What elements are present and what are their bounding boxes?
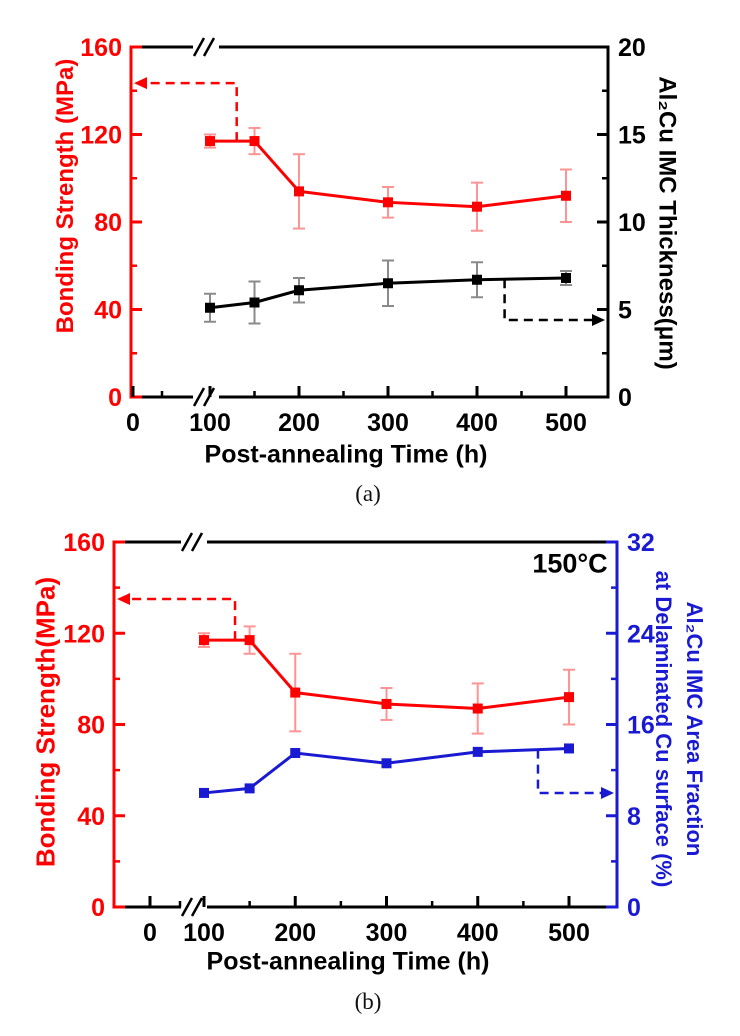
chart-a-right-axis-title-text: Al₂Cu IMC Thickness(μm): [653, 76, 681, 370]
chart-a-x-axis-title: Post-annealing Time (h): [204, 440, 488, 469]
svg-text:40: 40: [77, 803, 105, 831]
svg-text:0: 0: [618, 384, 632, 412]
svg-text:24: 24: [627, 620, 655, 648]
svg-text:0: 0: [126, 409, 140, 437]
svg-text:0: 0: [143, 919, 157, 947]
svg-text:15: 15: [618, 122, 646, 150]
chart-b-caption: (b): [354, 989, 382, 1014]
svg-text:200: 200: [274, 919, 316, 947]
svg-text:400: 400: [456, 409, 498, 437]
chart-a-right-axis-title: Al₂Cu IMC Thickness(μm): [652, 76, 683, 369]
chart-a-caption: (a): [355, 481, 381, 506]
svg-text:20: 20: [618, 34, 646, 62]
svg-text:120: 120: [63, 620, 105, 648]
svg-text:16: 16: [627, 712, 655, 740]
chart-b-right-axis-title: Al₂Cu IMC Area Fraction at Delaminated C…: [648, 571, 710, 888]
chart-a-left-axis-title: Bonding Strength (MPa): [52, 58, 79, 334]
chart-b-right-axis-title-line2: at Delaminated Cu surface (%): [651, 570, 676, 888]
svg-text:100: 100: [189, 409, 231, 437]
svg-text:300: 300: [367, 409, 409, 437]
svg-text:0: 0: [108, 384, 122, 412]
svg-text:400: 400: [457, 919, 499, 947]
svg-text:500: 500: [548, 919, 590, 947]
svg-text:8: 8: [627, 803, 641, 831]
svg-text:40: 40: [94, 297, 122, 325]
chart-b-left-axis-title: Bonding Strength(MPa): [30, 576, 61, 868]
svg-text:160: 160: [63, 529, 105, 557]
chart-b-x-axis-title: Post-annealing Time (h): [206, 947, 490, 976]
svg-text:120: 120: [80, 122, 122, 150]
svg-text:80: 80: [77, 712, 105, 740]
chart-b-right-axis-title-line1: Al₂Cu IMC Area Fraction: [682, 601, 707, 857]
svg-text:100: 100: [183, 919, 225, 947]
svg-text:200: 200: [278, 409, 320, 437]
svg-text:0: 0: [91, 894, 105, 922]
svg-text:160: 160: [80, 34, 122, 62]
svg-text:500: 500: [545, 409, 587, 437]
svg-text:300: 300: [366, 919, 408, 947]
svg-text:10: 10: [618, 209, 646, 237]
svg-text:0: 0: [627, 894, 641, 922]
svg-text:5: 5: [618, 297, 632, 325]
chart-b-temperature-annotation: 150°C: [532, 548, 608, 579]
svg-text:32: 32: [627, 529, 655, 557]
svg-text:80: 80: [94, 209, 122, 237]
